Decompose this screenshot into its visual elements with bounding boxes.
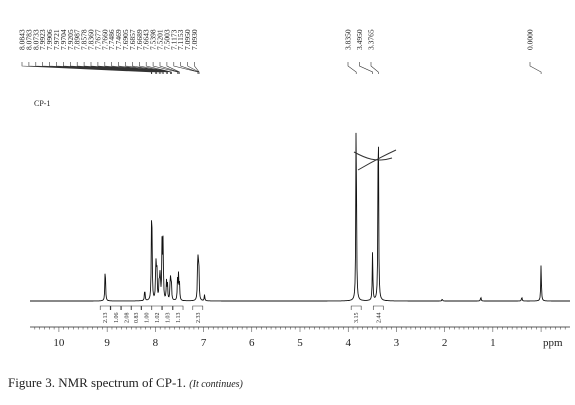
- peak-label: 3.4950: [355, 29, 364, 50]
- integral-bracket: [350, 305, 362, 310]
- peak-label: 7.9205: [66, 29, 75, 50]
- peak-label-connectors: [21, 62, 542, 74]
- solvent-scribble-mark: [353, 149, 397, 171]
- integral-value: 3.15: [354, 313, 360, 324]
- integral-bracket: [192, 305, 204, 310]
- peak-label: 7.8360: [87, 29, 96, 50]
- x-tick-label: 3: [394, 337, 400, 349]
- x-tick-label: 9: [104, 337, 110, 349]
- peak-label: 7.9721: [52, 29, 61, 50]
- peak-label: 7.6643: [142, 29, 151, 50]
- peak-label: 7.8578: [80, 29, 89, 50]
- integral-value: 1.03: [165, 313, 171, 324]
- peak-label: 7.6905: [121, 29, 130, 50]
- peak-label: 7.7677: [93, 29, 102, 50]
- integral-bracket: [130, 305, 142, 310]
- peak-label: 7.0950: [183, 29, 192, 50]
- peak-label: 7.7486: [107, 29, 116, 50]
- peak-label: 0.0000: [526, 29, 535, 50]
- x-tick-label: 4: [345, 337, 351, 349]
- integral-value: 1.13: [176, 313, 182, 324]
- peak-label-group: 8.08438.07838.07337.99237.99067.97217.97…: [18, 29, 535, 50]
- peak-label: 7.8987: [73, 29, 82, 50]
- figure-caption: Figure 3. NMR spectrum of CP-1. (It cont…: [8, 375, 243, 391]
- peak-label: 7.5201: [156, 29, 165, 50]
- nmr-figure: 8.08438.07838.07337.99237.99067.97217.97…: [18, 29, 570, 349]
- peak-label: 3.3765: [367, 29, 376, 50]
- x-tick-label: 2: [442, 337, 448, 349]
- peak-label: 7.5003: [162, 29, 171, 50]
- peak-label: 7.5398: [149, 29, 158, 50]
- peak-label: 7.7660: [100, 29, 109, 50]
- integral-value: 2.08: [124, 313, 130, 324]
- peak-label: 7.9704: [59, 29, 68, 50]
- integral-value: 1.02: [155, 313, 161, 324]
- peak-label: 7.7469: [114, 29, 123, 50]
- peak-label: 8.0783: [24, 29, 33, 50]
- integral-bracket: [162, 305, 173, 310]
- x-tick-label: 6: [249, 337, 255, 349]
- x-tick-label: 1: [490, 337, 496, 349]
- integral-value: 1.06: [114, 313, 120, 324]
- integral-bracket: [141, 305, 152, 310]
- integral-bracket: [110, 305, 122, 310]
- peak-label: 8.0843: [18, 29, 27, 50]
- integral-bracket: [99, 305, 111, 310]
- x-tick-label: 8: [153, 337, 159, 349]
- x-axis-title: ppm: [543, 337, 563, 349]
- peak-label: 7.1173: [169, 29, 178, 50]
- sample-label: CP-1: [34, 99, 50, 108]
- integral-value: 1.00: [145, 313, 151, 324]
- peak-label: 7.0930: [190, 29, 199, 50]
- x-tick-label: 7: [201, 337, 207, 349]
- peak-label: 7.6857: [128, 29, 137, 50]
- integral-bracket: [121, 305, 132, 310]
- integral-group: 2.13 1.06 2.08 0.83 1.00 1.02 1.03 1.13 2.33 3.15…: [99, 305, 384, 324]
- integral-bracket: [172, 305, 184, 310]
- peak-label: 8.0733: [31, 29, 40, 50]
- x-tick-label: 10: [53, 337, 65, 349]
- integral-value: 2.33: [196, 313, 202, 324]
- integral-value: 0.83: [134, 313, 140, 324]
- integral-value: 2.44: [376, 313, 382, 324]
- peak-label: 7.1153: [176, 29, 185, 50]
- peak-label: 7.6689: [135, 29, 144, 50]
- integral-value: 2.13: [103, 313, 109, 324]
- peak-label: 3.8350: [344, 29, 353, 50]
- caption-note: (It continues): [189, 379, 243, 390]
- caption-text: Figure 3. NMR spectrum of CP-1.: [8, 375, 190, 390]
- x-tick-label: 5: [297, 337, 303, 349]
- integral-bracket: [372, 305, 384, 310]
- x-axis-ticks: 10 9 8 7 6 5 4 3 2 1: [34, 327, 566, 349]
- peak-label: 7.9906: [45, 29, 54, 50]
- peak-label: 7.9923: [38, 29, 47, 50]
- spectrum-line: [30, 132, 570, 302]
- integral-bracket: [151, 305, 163, 310]
